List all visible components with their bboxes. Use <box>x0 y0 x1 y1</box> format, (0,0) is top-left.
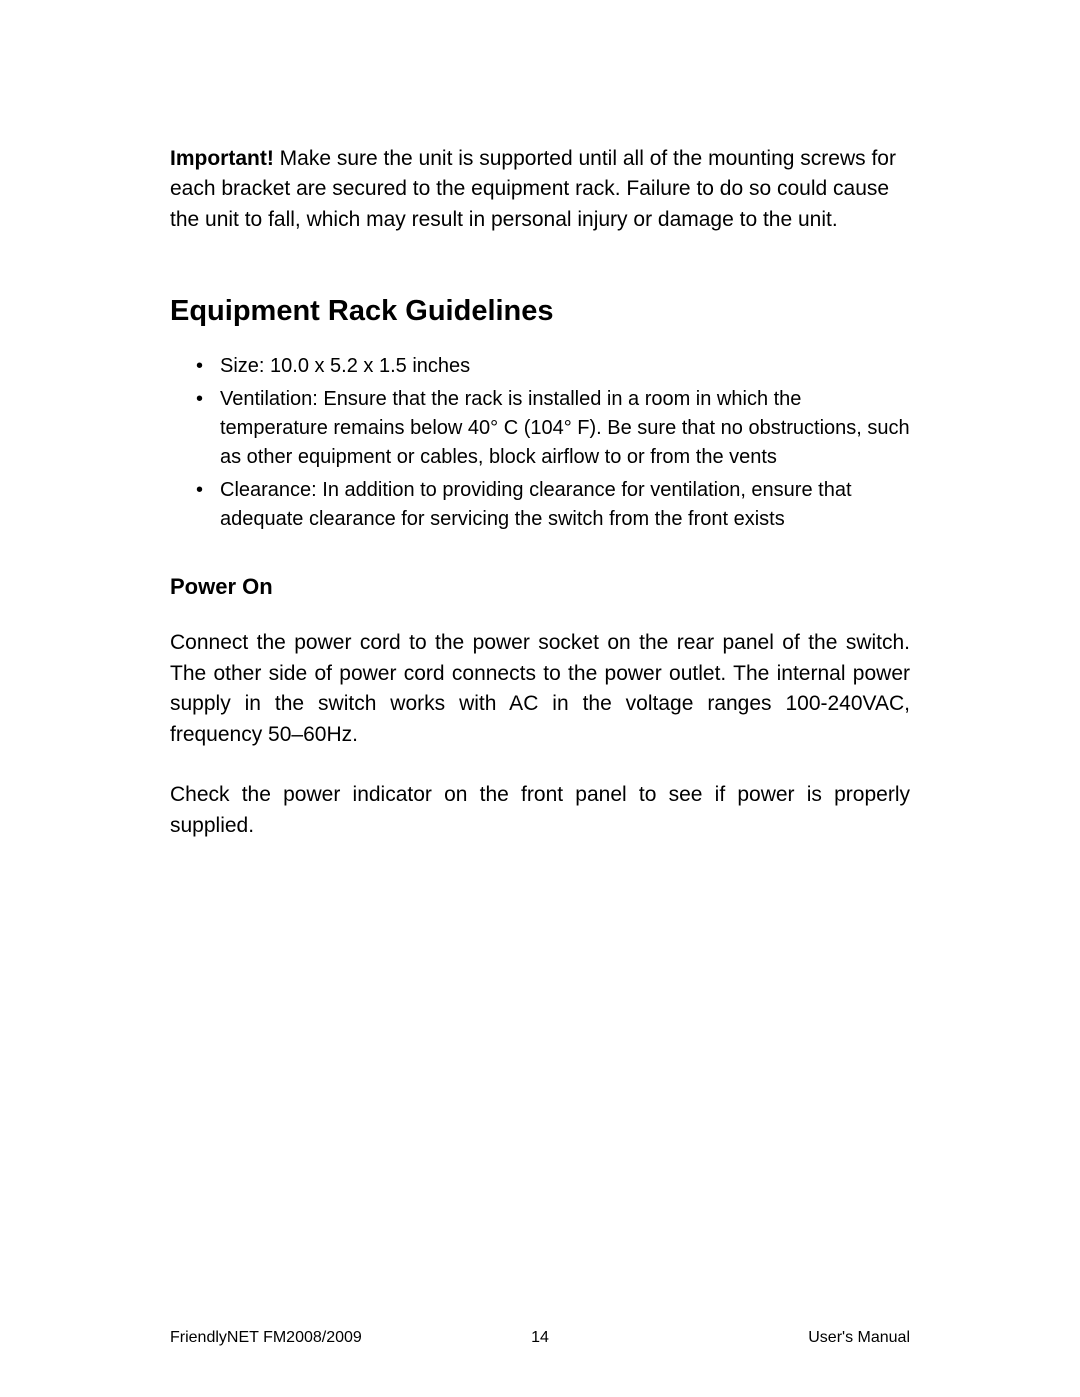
power-paragraph-1: Connect the power cord to the power sock… <box>170 628 910 750</box>
list-item: Clearance: In addition to providing clea… <box>220 476 910 534</box>
important-label: Important! <box>170 147 274 170</box>
footer-left: FriendlyNET FM2008/2009 <box>170 1329 362 1347</box>
guidelines-list: Size: 10.0 x 5.2 x 1.5 inches Ventilatio… <box>170 352 910 534</box>
equipment-rack-guidelines-heading: Equipment Rack Guidelines <box>170 295 910 328</box>
list-item: Ventilation: Ensure that the rack is ins… <box>220 385 910 472</box>
important-text: Make sure the unit is supported until al… <box>170 147 896 231</box>
footer-right: User's Manual <box>808 1329 910 1347</box>
list-item: Size: 10.0 x 5.2 x 1.5 inches <box>220 352 910 381</box>
page-footer: FriendlyNET FM2008/2009 14 User's Manual <box>170 1329 910 1347</box>
power-paragraph-2: Check the power indicator on the front p… <box>170 780 910 841</box>
footer-page-number: 14 <box>531 1329 549 1347</box>
power-on-heading: Power On <box>170 574 910 600</box>
important-paragraph: Important! Make sure the unit is support… <box>170 144 910 235</box>
